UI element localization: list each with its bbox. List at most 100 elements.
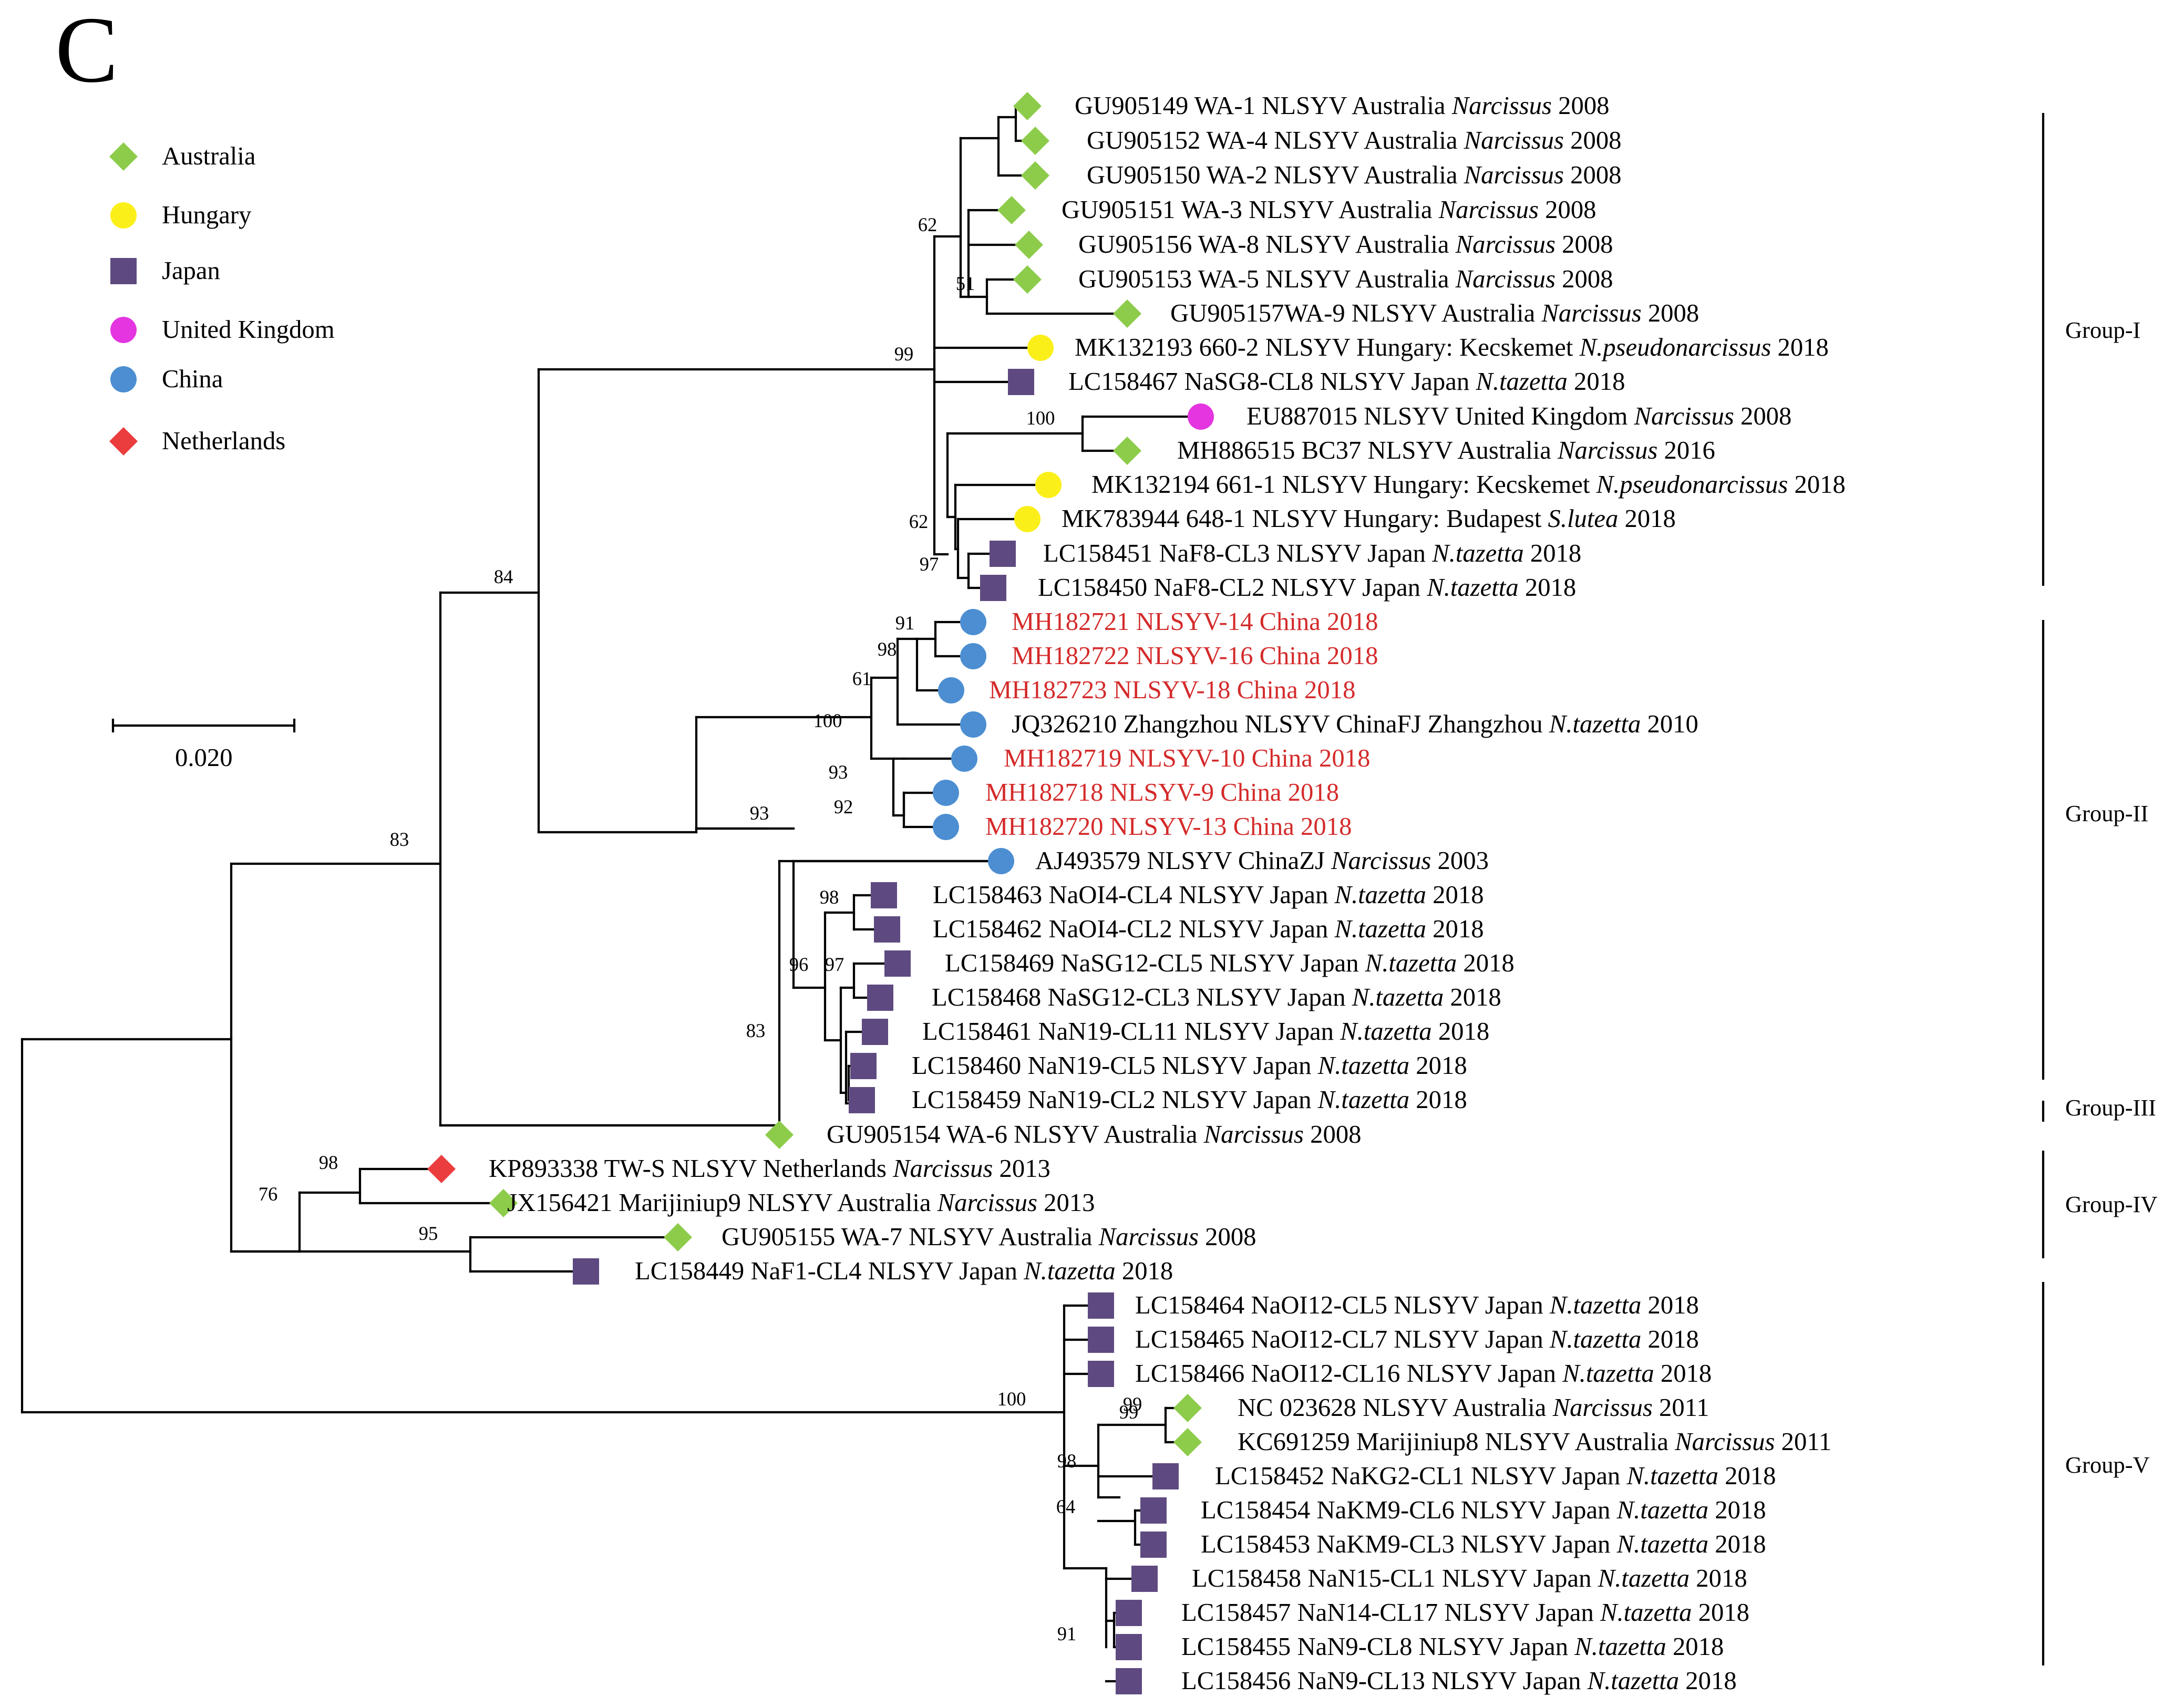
leaf-label: LC158467 NaSG8-CL8 NLSYV Japan N.tazetta… (1068, 367, 1625, 396)
leaf-marker-australia (1173, 1394, 1202, 1422)
leaf-label: LC158468 NaSG12-CL3 NLSYV Japan N.tazett… (932, 983, 1501, 1011)
bootstrap-value: 91 (895, 612, 915, 634)
leaf-marker-japan (867, 985, 893, 1011)
leaf-marker-japan (1116, 1634, 1142, 1660)
leaf-marker-australia (765, 1121, 794, 1149)
leaf-marker-hungary (1014, 506, 1041, 532)
bootstrap-value: 96 (789, 954, 809, 975)
leaf-label: LC158454 NaKM9-CL6 NLSYV Japan N.tazetta… (1201, 1496, 1766, 1524)
leaf-label: MK132194 661-1 NLSYV Hungary: Kecskemet … (1091, 470, 1846, 499)
bootstrap-value: 100 (997, 1388, 1026, 1410)
bootstrap-value: 84 (494, 566, 513, 587)
leaf-marker-china (960, 711, 986, 738)
leaf-marker-japan (862, 1019, 888, 1045)
leaf-marker-united-kingdom (1188, 403, 1214, 430)
leaf-marker-japan (871, 882, 897, 908)
legend-label: Netherlands (162, 427, 285, 455)
legend-label: Japan (162, 256, 220, 285)
leaf-label: LC158469 NaSG12-CL5 NLSYV Japan N.tazett… (945, 949, 1515, 977)
leaf-marker-australia (664, 1223, 692, 1251)
group-label: Group-I (2065, 317, 2140, 343)
bootstrap-value: 98 (319, 1152, 338, 1173)
leaf-label: LC158449 NaF1-CL4 NLSYV Japan N.tazetta … (635, 1257, 1173, 1285)
leaf-marker-japan (884, 950, 911, 977)
bootstrap-value: 98 (1057, 1450, 1077, 1472)
bootstrap-value: 98 (820, 886, 839, 908)
bootstrap-value: 95 (419, 1223, 438, 1244)
group-label: Group-IV (2065, 1191, 2157, 1217)
leaf-marker-japan (990, 541, 1016, 567)
scale-bar-label: 0.020 (175, 743, 233, 772)
bootstrap-value: 83 (746, 1020, 766, 1041)
leaf-label: GU905153 WA-5 NLSYV Australia Narcissus … (1078, 265, 1613, 293)
leaf-marker-australia (1013, 265, 1042, 294)
bootstrap-value: 100 (1026, 407, 1055, 429)
leaf-marker-china (933, 814, 959, 840)
leaf-label: MH182722 NLSYV-16 China 2018 (1012, 641, 1378, 670)
legend-marker-hungary (110, 202, 137, 229)
leaf-marker-australia (1013, 92, 1042, 120)
leaf-marker-china (960, 643, 986, 669)
bootstrap-value: 97 (825, 954, 844, 975)
group-label: Group-V (2065, 1452, 2150, 1478)
leaf-label: LC158463 NaOI4-CL4 NLSYV Japan N.tazetta… (933, 881, 1484, 909)
leaf-marker-china (933, 780, 959, 806)
leaf-marker-japan (849, 1087, 875, 1113)
leaf-marker-japan (1140, 1532, 1167, 1558)
leaf-marker-australia (1015, 231, 1043, 259)
leaf-marker-japan (1140, 1497, 1167, 1524)
leaf-marker-japan (1088, 1327, 1114, 1353)
legend-label: Hungary (162, 201, 252, 229)
leaf-marker-netherlands (427, 1155, 456, 1183)
leaf-marker-australia (1021, 161, 1049, 190)
bootstrap-value: 51 (956, 273, 975, 294)
leaf-label: MH886515 BC37 NLSYV Australia Narcissus … (1177, 436, 1715, 464)
leaf-label: LC158461 NaN19-CL11 NLSYV Japan N.tazett… (922, 1017, 1489, 1046)
leaf-label: KC691259 Marijiniup8 NLSYV Australia Nar… (1238, 1427, 1831, 1456)
leaf-label: LC158458 NaN15-CL1 NLSYV Japan N.tazetta… (1192, 1564, 1747, 1592)
leaf-marker-japan (1131, 1566, 1158, 1592)
leaf-marker-japan (1008, 369, 1034, 395)
leaf-label: LC158452 NaKG2-CL1 NLSYV Japan N.tazetta… (1215, 1462, 1776, 1490)
leaf-marker-china (951, 746, 977, 772)
leaf-label: GU905156 WA-8 NLSYV Australia Narcissus … (1078, 230, 1613, 258)
bootstrap-value: 61 (852, 668, 872, 689)
leaf-label: MH182719 NLSYV-10 China 2018 (1004, 744, 1370, 772)
leaf-marker-australia (1021, 127, 1049, 155)
leaf-label: JX156421 Marijiniup9 NLSYV Australia Nar… (507, 1188, 1095, 1217)
legend: Australia Hungary Japan United Kingdom China… (109, 142, 335, 456)
leaf-label: LC158465 NaOI12-CL7 NLSYV Japan N.tazett… (1135, 1325, 1699, 1353)
leaf-marker-china (988, 848, 1014, 874)
leaf-label: GU905152 WA-4 NLSYV Australia Narcissus … (1087, 126, 1622, 154)
leaf-marker-hungary (1027, 335, 1054, 361)
leaf-marker-japan (980, 575, 1006, 601)
bootstrap-value: 98 (878, 638, 897, 660)
group-label: Group-III (2065, 1094, 2156, 1121)
leaf-label: LC158456 NaN9-CL13 NLSYV Japan N.tazetta… (1181, 1667, 1737, 1695)
leaf-label: MH182720 NLSYV-13 China 2018 (985, 812, 1352, 841)
leaf-marker-australia (1113, 299, 1141, 328)
leaf-marker-japan (1116, 1600, 1142, 1626)
bootstrap-value: 99 (1123, 1393, 1142, 1415)
leaf-label: LC158466 NaOI12-CL16 NLSYV Japan N.tazet… (1135, 1359, 1712, 1388)
legend-label: China (162, 365, 223, 393)
leaf-label: LC158460 NaN19-CL5 NLSYV Japan N.tazetta… (912, 1051, 1467, 1080)
leaf-marker-australia (997, 196, 1026, 224)
leaf-marker-australia (1173, 1428, 1202, 1456)
leaf-label: LC158464 NaOI12-CL5 NLSYV Japan N.tazett… (1135, 1291, 1699, 1319)
leaf-label: GU905154 WA-6 NLSYV Australia Narcissus … (827, 1120, 1362, 1148)
bootstrap-value: 91 (1057, 1623, 1077, 1644)
legend-label: Australia (162, 142, 255, 170)
leaf-label: AJ493579 NLSYV ChinaZJ Narcissus 2003 (1035, 846, 1489, 875)
leaf-marker-japan (850, 1053, 877, 1079)
legend-marker-australia (109, 142, 138, 171)
leaf-label: LC158455 NaN9-CL8 NLSYV Japan N.tazetta … (1181, 1632, 1724, 1661)
leaf-marker-japan (1088, 1361, 1114, 1387)
leaf-label: GU905157WA-9 NLSYV Australia Narcissus 2… (1170, 299, 1699, 327)
leaf-marker-japan (573, 1258, 599, 1285)
leaf-label: LC158462 NaOI4-CL2 NLSYV Japan N.tazetta… (933, 915, 1484, 943)
bootstrap-value: 62 (909, 511, 929, 532)
bootstrap-value: 97 (920, 553, 939, 575)
bootstrap-value: 100 (813, 710, 842, 731)
